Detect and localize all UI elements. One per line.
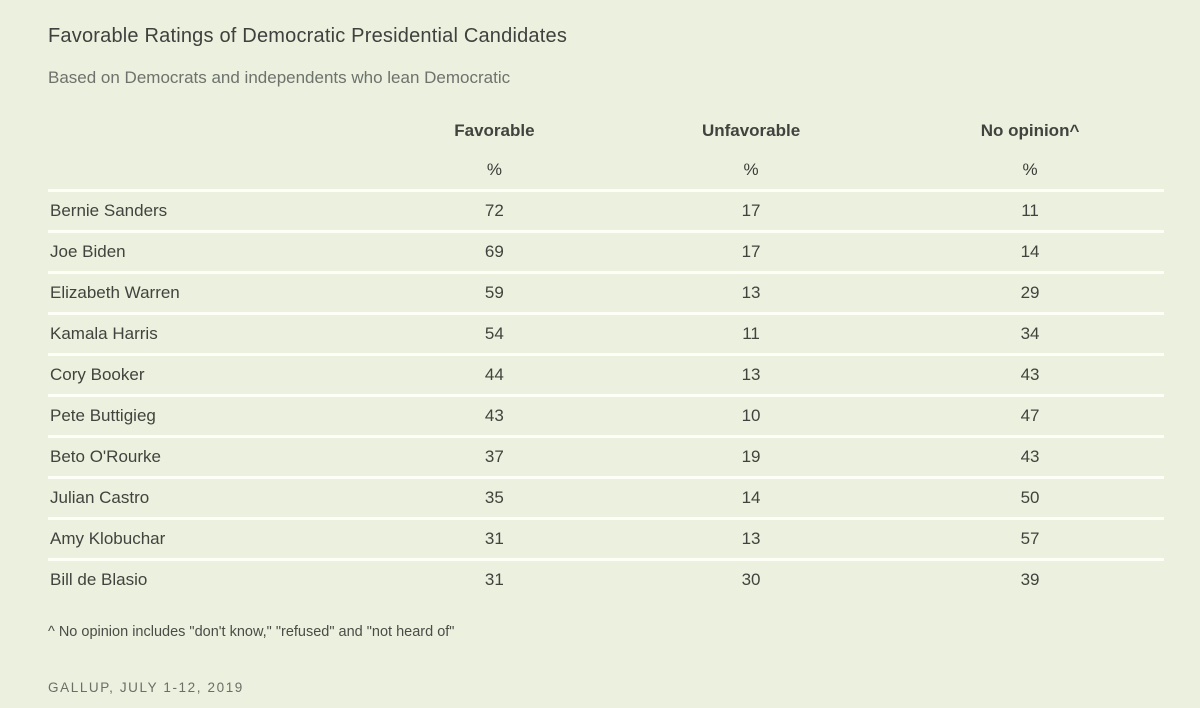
table-row: Kamala Harris 54 11 34 (48, 312, 1164, 353)
no-opinion-cell: 43 (1020, 447, 1040, 466)
page-subtitle: Based on Democrats and independents who … (48, 68, 511, 87)
no-opinion-cell: 47 (1020, 406, 1040, 425)
no-opinion-cell: 34 (1020, 324, 1040, 343)
favorable-cell: 37 (484, 447, 504, 466)
favorable-cell: 69 (484, 242, 504, 261)
no-opinion-cell: 14 (1020, 242, 1040, 261)
candidate-name-cell: Amy Klobuchar (50, 529, 166, 548)
unfavorable-cell: 13 (741, 365, 761, 384)
unfavorable-cell: 17 (741, 242, 761, 261)
favorable-cell: 54 (484, 324, 504, 343)
candidate-name-cell: Beto O'Rourke (50, 447, 161, 466)
candidate-name-cell: Bill de Blasio (50, 570, 148, 589)
unfavorable-cell: 30 (741, 570, 761, 589)
favorable-cell: 44 (484, 365, 504, 384)
no-opinion-cell: 29 (1020, 283, 1040, 302)
favorable-cell: 31 (484, 529, 504, 548)
unfavorable-cell: 11 (742, 324, 760, 343)
unit-cell-unfavorable: % (743, 160, 759, 179)
unfavorable-cell: 14 (741, 488, 761, 507)
favorable-cell: 35 (484, 488, 504, 507)
unfavorable-cell: 19 (741, 447, 761, 466)
no-opinion-cell: 11 (1021, 201, 1039, 220)
source-line: GALLUP, JULY 1-12, 2019 (48, 680, 244, 695)
table-row: Elizabeth Warren 59 13 29 (48, 271, 1164, 312)
table-row: Bill de Blasio 31 30 39 (48, 558, 1164, 599)
candidate-name-cell: Kamala Harris (50, 324, 158, 343)
unfavorable-cell: 13 (741, 283, 761, 302)
table-row: Amy Klobuchar 31 13 57 (48, 517, 1164, 558)
favorable-cell: 43 (484, 406, 504, 425)
unfavorable-cell: 17 (741, 201, 761, 220)
candidate-name-cell: Bernie Sanders (50, 201, 168, 220)
unfavorable-cell: 13 (741, 529, 761, 548)
column-header-favorable: Favorable (454, 121, 535, 140)
page-title: Favorable Ratings of Democratic Presiden… (48, 25, 568, 47)
table-row: Beto O'Rourke 37 19 43 (48, 435, 1164, 476)
footnote: ^ No opinion includes "don't know," "ref… (48, 624, 455, 640)
candidate-name-cell: Cory Booker (50, 365, 145, 384)
candidate-name-cell: Elizabeth Warren (50, 283, 180, 302)
candidate-name-cell: Pete Buttigieg (50, 406, 156, 425)
unit-cell-no-opinion: % (1022, 160, 1038, 179)
favorable-cell: 72 (484, 201, 504, 220)
no-opinion-cell: 39 (1020, 570, 1040, 589)
unfavorable-cell: 10 (741, 406, 761, 425)
table-row: Julian Castro 35 14 50 (48, 476, 1164, 517)
favorable-cell: 59 (484, 283, 504, 302)
candidate-name-cell: Julian Castro (50, 488, 150, 507)
table-row: Pete Buttigieg 43 10 47 (48, 394, 1164, 435)
table-unit-row: % % % (48, 151, 1164, 189)
ratings-table: Favorable Unfavorable No opinion^ % % % … (48, 111, 1164, 599)
table-header-row: Favorable Unfavorable No opinion^ (48, 111, 1164, 151)
no-opinion-cell: 50 (1020, 488, 1040, 507)
favorable-cell: 31 (484, 570, 504, 589)
candidate-name-cell: Joe Biden (50, 242, 126, 261)
table-row: Joe Biden 69 17 14 (48, 230, 1164, 271)
no-opinion-cell: 43 (1020, 365, 1040, 384)
unit-cell-favorable: % (486, 160, 502, 179)
table-row: Bernie Sanders 72 17 11 (48, 189, 1164, 230)
no-opinion-cell: 57 (1020, 529, 1040, 548)
table-row: Cory Booker 44 13 43 (48, 353, 1164, 394)
column-header-no-opinion: No opinion^ (980, 121, 1080, 140)
column-header-unfavorable: Unfavorable (701, 121, 801, 140)
